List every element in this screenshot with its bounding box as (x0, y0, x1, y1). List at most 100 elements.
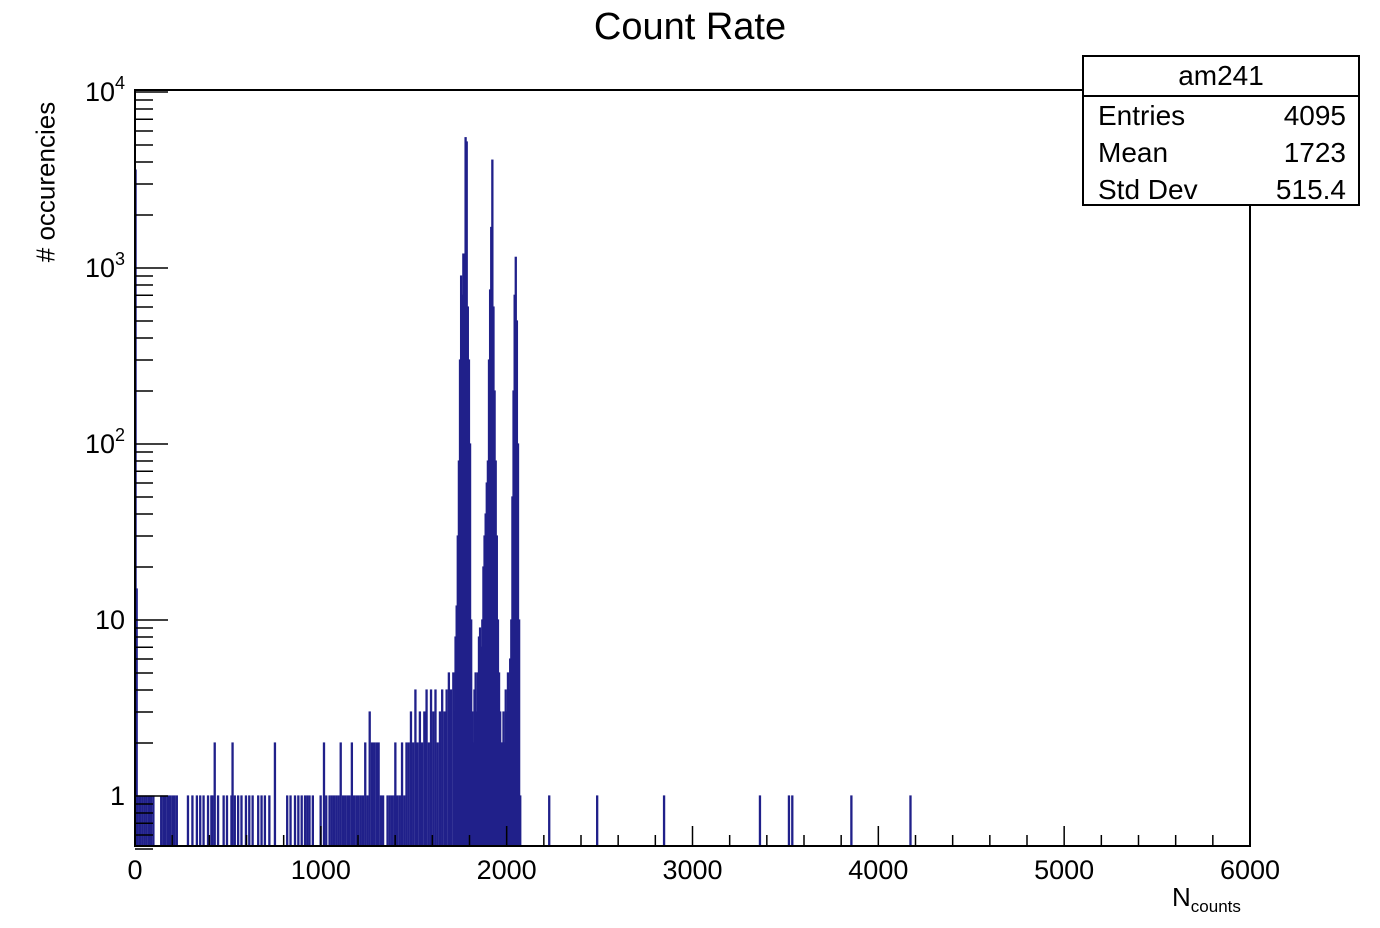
histogram-bar (348, 795, 351, 847)
histogram-bar (166, 795, 170, 847)
histogram-bar (251, 795, 254, 847)
histogram-bar (231, 742, 234, 847)
histogram-bar (328, 795, 331, 847)
histogram-bar (388, 795, 391, 847)
histogram-bar (758, 795, 762, 847)
histogram-bar (373, 742, 376, 847)
y-tick-label: 10 (95, 605, 125, 635)
histogram-bar (352, 795, 356, 847)
histogram-bar (370, 742, 374, 847)
histogram-bar (850, 795, 853, 847)
histogram-bar (423, 711, 426, 847)
histogram-bar (403, 795, 406, 847)
stats-row-mean: Mean 1723 (1084, 134, 1358, 171)
x-tick-label: 1000 (291, 855, 351, 885)
histogram-bar (263, 795, 267, 847)
stats-row-stddev: Std Dev 515.4 (1084, 171, 1358, 208)
histogram-bar (325, 795, 328, 847)
histogram-bar (381, 795, 385, 847)
histogram-bar (162, 795, 165, 847)
stats-label: Entries (1098, 100, 1186, 131)
histogram-bar (791, 795, 794, 847)
histogram-bar (548, 795, 551, 847)
histogram-bar (206, 795, 210, 847)
stats-value: 515.4 (1275, 174, 1346, 205)
histogram-bar (257, 795, 260, 847)
y-tick-label: 103 (85, 249, 125, 283)
x-axis-label: Ncounts (1172, 882, 1241, 917)
histogram-bar (308, 795, 311, 847)
histogram-bar (289, 795, 292, 847)
histogram-bar (164, 795, 167, 847)
histogram-bar (394, 742, 397, 847)
histogram-bar (222, 795, 225, 847)
histogram-bar (377, 742, 380, 847)
axes (134, 89, 1251, 850)
histogram-bar (375, 742, 378, 847)
histogram-bar (160, 795, 163, 847)
histogram-bar (297, 795, 300, 847)
histogram-bar (322, 742, 326, 847)
histogram-bar (596, 795, 599, 847)
histogram-bar (225, 795, 229, 847)
histogram-bar (366, 795, 369, 847)
histogram-bar (386, 795, 389, 847)
x-tick-label: 0 (127, 855, 142, 885)
x-tick-label: 2000 (477, 855, 537, 885)
x-axis-label-sub: counts (1190, 897, 1241, 916)
stats-box: am241 Entries 4095 Mean 1723 Std Dev 515… (1082, 55, 1360, 206)
histogram-bar (425, 689, 428, 847)
histogram-bar (447, 672, 451, 847)
histogram-bar (273, 742, 277, 847)
x-tick-label: 3000 (662, 855, 722, 885)
y-axis-label: # occurencies (30, 101, 61, 263)
histogram-bar (420, 742, 424, 847)
histogram-bar (445, 689, 448, 847)
histogram-bar (390, 795, 394, 847)
histogram-bar (306, 795, 309, 847)
histogram-bar (248, 795, 251, 847)
chart-title: Count Rate (593, 6, 787, 48)
histogram-bar (195, 795, 199, 847)
histogram-bar (412, 742, 415, 847)
histogram-bar (909, 795, 912, 847)
histogram-bar (429, 689, 433, 847)
histogram-bar (438, 711, 442, 847)
histogram-bar (332, 795, 336, 847)
histogram-bar (361, 795, 365, 847)
histogram-bar (396, 795, 399, 847)
histogram-bar (405, 742, 408, 847)
stats-value: 4095 (1283, 100, 1346, 131)
histogram-bar (449, 689, 453, 847)
histogram-bar (199, 795, 202, 847)
histogram-bar (436, 742, 439, 847)
histogram-bar (311, 795, 315, 847)
histogram-bar (368, 711, 371, 847)
histogram-bar (330, 795, 333, 847)
tick-labels: 0 1000 2000 3000 4000 5000 6000 1 10 102 103 104 (85, 73, 1280, 885)
histogram-bar (441, 689, 444, 847)
histogram-bar (398, 795, 401, 847)
histogram-bar (191, 795, 194, 847)
stats-value: 1723 (1283, 137, 1346, 168)
histogram-bar (186, 795, 190, 847)
stats-label: Mean (1098, 137, 1169, 168)
histogram-bar (268, 795, 271, 847)
histogram-bar (407, 742, 410, 847)
histogram-bar (335, 795, 338, 847)
histogram-bar (202, 795, 205, 847)
histogram-bar (359, 795, 362, 847)
y-tick-label: 1 (110, 781, 125, 811)
histogram-bar (260, 795, 263, 847)
histogram-bar (519, 795, 522, 847)
histogram-bar (233, 795, 236, 847)
histogram-bar (337, 795, 340, 847)
histogram-bar (416, 742, 419, 847)
histogram-bar (236, 795, 240, 847)
histogram-bar (216, 795, 220, 847)
y-tick-label: 102 (85, 425, 125, 459)
histogram-bar (303, 795, 307, 847)
histogram-bar (293, 795, 297, 847)
histogram-bar (409, 711, 413, 847)
